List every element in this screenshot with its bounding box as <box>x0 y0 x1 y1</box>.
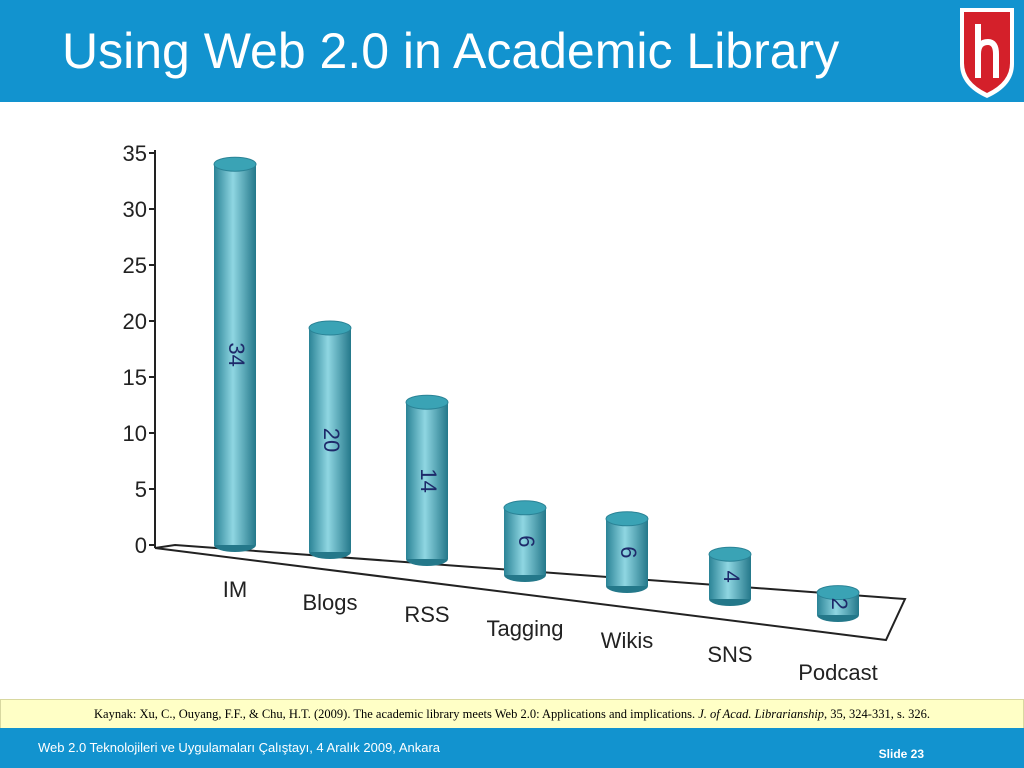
bar <box>504 507 546 575</box>
footer-text: Web 2.0 Teknolojileri ve Uygulamaları Ça… <box>38 740 441 755</box>
y-tick-label: 0 <box>135 533 147 558</box>
value-label: 2 <box>827 598 852 610</box>
bar-top <box>213 156 257 172</box>
bar <box>406 402 448 559</box>
header: Using Web 2.0 in Academic Library <box>0 0 1024 102</box>
bar <box>606 518 648 586</box>
footer: Web 2.0 Teknolojileri ve Uygulamaları Ça… <box>0 728 1024 768</box>
y-tick-label: 30 <box>123 197 147 222</box>
y-tick-label: 5 <box>135 477 147 502</box>
value-label: 14 <box>416 468 441 492</box>
value-label: 6 <box>616 546 641 558</box>
y-tick-label: 15 <box>123 365 147 390</box>
citation-journal: J. of Acad. Librarianship <box>698 707 825 721</box>
citation-text: , 35, 324-331, s. 326. <box>824 707 930 721</box>
y-tick-label: 35 <box>123 141 147 166</box>
citation: Kaynak: Xu, C., Ouyang, F.F., & Chu, H.T… <box>0 699 1024 729</box>
x-tick-label: RSS <box>404 602 449 627</box>
x-tick-label: Wikis <box>601 628 654 653</box>
slide-title: Using Web 2.0 in Academic Library <box>62 23 840 79</box>
x-tick-label: IM <box>223 577 247 602</box>
x-tick-label: SNS <box>707 642 752 667</box>
bar-top <box>708 546 752 562</box>
value-label: 20 <box>319 428 344 452</box>
x-tick-label: Tagging <box>486 616 563 641</box>
slide-number: Slide 23 <box>878 747 924 761</box>
y-tick-label: 20 <box>123 309 147 334</box>
logo <box>960 8 1014 98</box>
bar-top <box>816 585 860 601</box>
bar-top <box>503 500 547 516</box>
bar <box>214 164 256 545</box>
x-tick-label: Podcast <box>798 660 878 685</box>
bar-top <box>405 394 449 410</box>
chart: 0 5 10 15 20 25 30 35 34 IM 20 Blogs 14 RSS 6 Tagging 6 W… <box>123 141 907 685</box>
floor <box>154 543 907 642</box>
x-tick-label: Blogs <box>302 590 357 615</box>
y-tick-label: 25 <box>123 253 147 278</box>
citation-text: Kaynak: Xu, C., Ouyang, F.F., & Chu, H.T… <box>94 707 699 721</box>
bar-top <box>308 320 352 336</box>
value-label: 34 <box>224 342 249 366</box>
value-label: 4 <box>719 570 744 582</box>
bar-top <box>605 511 649 527</box>
y-tick-label: 10 <box>123 421 147 446</box>
bar <box>309 328 351 552</box>
value-label: 6 <box>514 535 539 547</box>
